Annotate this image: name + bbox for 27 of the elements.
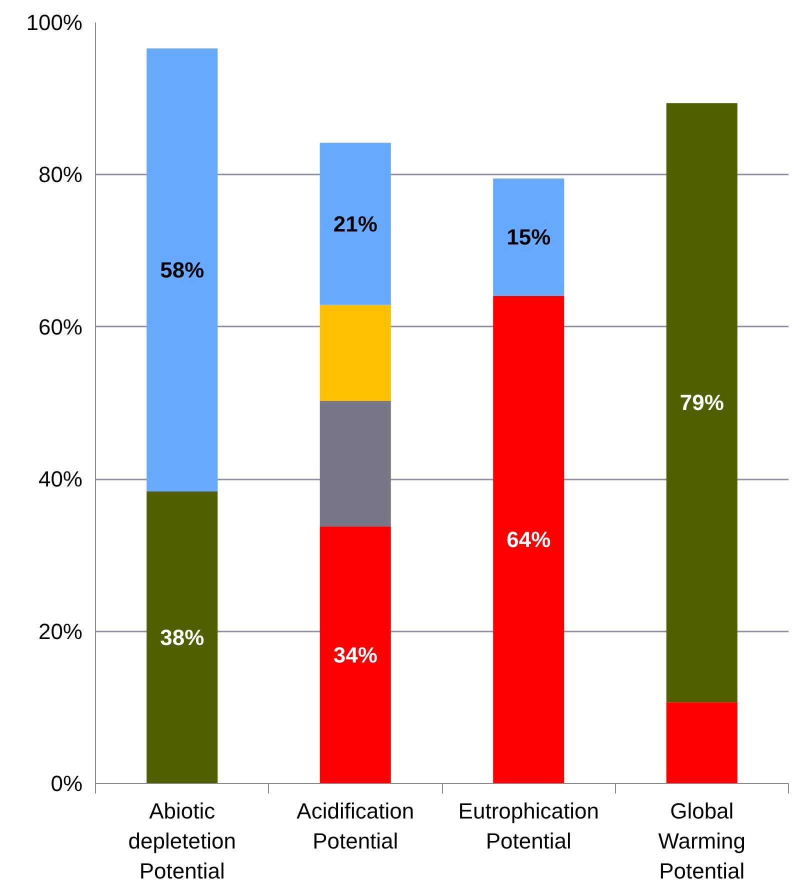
y-tick-label: 80% <box>38 162 83 188</box>
bar <box>146 491 218 784</box>
bar <box>493 178 564 296</box>
x-tick-label: Eutrophication Potential <box>458 798 599 854</box>
y-tick-label: 60% <box>38 314 83 340</box>
data-label: 64% <box>506 527 551 552</box>
bar <box>146 48 218 492</box>
y-tick-label: 40% <box>38 466 83 492</box>
bar <box>666 103 738 702</box>
bar <box>320 400 391 526</box>
bar <box>666 702 738 784</box>
y-tick-label: 20% <box>38 618 83 644</box>
bar <box>320 304 391 401</box>
x-tick-label: Global Warming Potential <box>658 798 746 884</box>
bar <box>320 142 391 305</box>
bar <box>493 296 564 784</box>
data-label: 79% <box>680 390 724 416</box>
data-label: 58% <box>160 257 204 282</box>
data-label: 34% <box>333 642 378 668</box>
x-tick-label: Abiotic depletetion Potential <box>128 798 236 884</box>
y-tick-label: 100% <box>26 10 83 35</box>
y-tick-label: 0% <box>50 771 82 796</box>
data-label: 15% <box>506 224 551 250</box>
data-label: 38% <box>160 624 204 650</box>
x-tick-label: Acidification Potential <box>296 798 414 854</box>
bar <box>320 526 391 784</box>
data-label: 21% <box>333 211 378 236</box>
